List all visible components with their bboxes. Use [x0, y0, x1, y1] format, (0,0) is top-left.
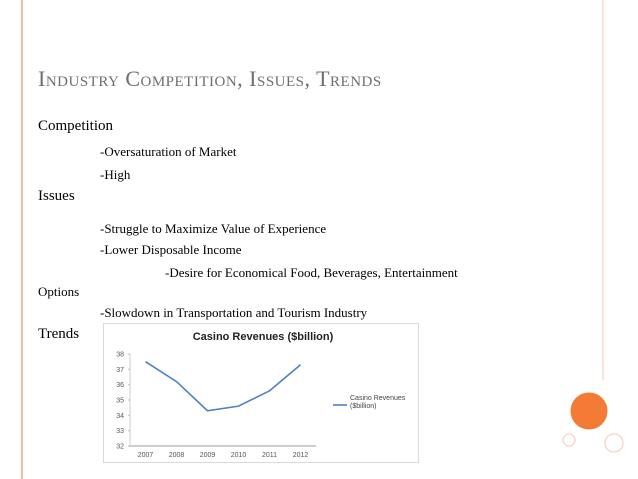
small-circle: [604, 433, 624, 453]
x-tick-label: 2010: [231, 452, 247, 459]
y-tick-label: 35: [116, 398, 124, 405]
y-tick-label: 38: [116, 352, 124, 359]
item: -Oversaturation of Market: [100, 144, 237, 159]
legend-label: Casino Revenues ($billion): [350, 395, 406, 410]
x-tick-label: 2011: [262, 452, 277, 459]
y-tick-label: 34: [116, 413, 124, 420]
item: -Desire for Economical Food, Beverages, …: [165, 265, 458, 280]
x-tick-label: 2009: [200, 452, 216, 459]
item: -Struggle to Maximize Value of Experienc…: [100, 221, 327, 236]
slide-title: Industry Competition, Issues, Trends: [38, 66, 382, 91]
y-tick-label: 36: [116, 382, 124, 389]
heading: Trends: [38, 326, 80, 342]
x-tick-label: 2008: [169, 452, 185, 459]
heading: Competition: [38, 118, 113, 134]
small-circle: [562, 433, 576, 447]
item: -Lower Disposable Income: [100, 242, 242, 257]
item: -Slowdown in Transportation and Tourism …: [100, 305, 368, 320]
heading: Issues: [38, 188, 75, 204]
x-tick-label: 2012: [293, 452, 309, 459]
chart: Casino Revenues ($billion) 32 33 34 35 36 37 3…: [103, 323, 419, 463]
y-tick-label: 33: [116, 428, 124, 435]
chart-frame: [103, 323, 419, 463]
orange-circle: [567, 389, 611, 433]
item: -High: [100, 167, 131, 182]
y-tick-label: 32: [116, 444, 124, 451]
item: Options: [38, 284, 80, 299]
x-tick-label: 2007: [138, 452, 154, 459]
y-tick-label: 37: [116, 367, 124, 374]
chart-title: Casino Revenues ($billion): [193, 331, 334, 343]
line: [145, 360, 302, 412]
